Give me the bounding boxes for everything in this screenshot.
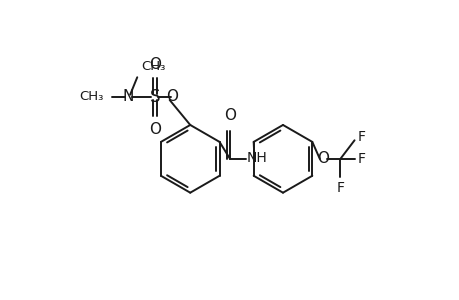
Text: F: F [357,152,365,166]
Text: O: O [149,57,161,72]
Text: NH: NH [246,151,267,165]
Text: CH₃: CH₃ [141,60,166,74]
Text: CH₃: CH₃ [79,91,103,103]
Text: O: O [224,108,235,123]
Text: S: S [149,88,160,106]
Text: O: O [316,151,328,166]
Text: F: F [357,130,365,144]
Text: O: O [166,89,178,104]
Text: O: O [149,122,161,137]
Text: N: N [123,89,134,104]
Text: F: F [336,181,344,195]
